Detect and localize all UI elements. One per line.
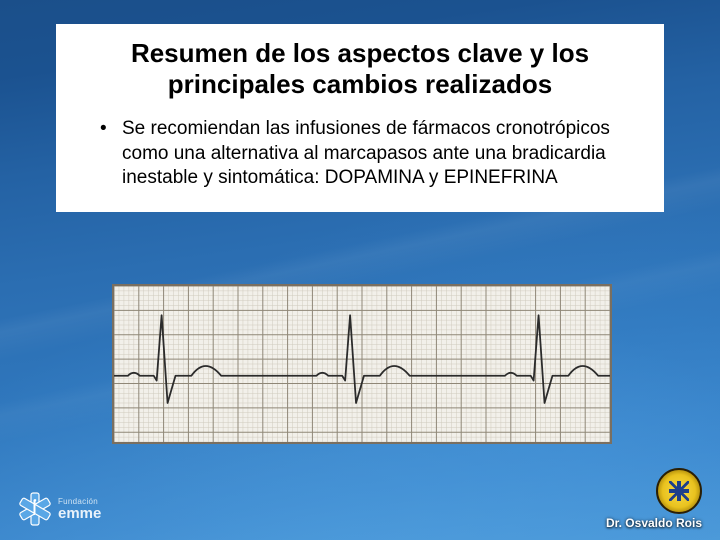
content-panel: Resumen de los aspectos clave y los prin… — [56, 24, 664, 212]
ecg-svg — [114, 286, 610, 442]
logo-emme: Fundación emme — [18, 492, 101, 526]
ecg-chart — [112, 284, 612, 444]
star-of-life-icon — [18, 492, 52, 526]
author-name: Dr. Osvaldo Rois — [606, 516, 702, 530]
author-block: Dr. Osvaldo Rois — [606, 468, 702, 530]
medal-icon — [656, 468, 702, 514]
slide-title: Resumen de los aspectos clave y los prin… — [86, 38, 634, 99]
logo-bottom-label: emme — [58, 506, 101, 521]
bullet-text: Se recomiendan las infusiones de fármaco… — [122, 117, 628, 190]
bullet-item: • Se recomiendan las infusiones de fárma… — [86, 117, 634, 190]
bullet-marker: • — [100, 117, 122, 190]
logo-text: Fundación emme — [58, 498, 101, 521]
